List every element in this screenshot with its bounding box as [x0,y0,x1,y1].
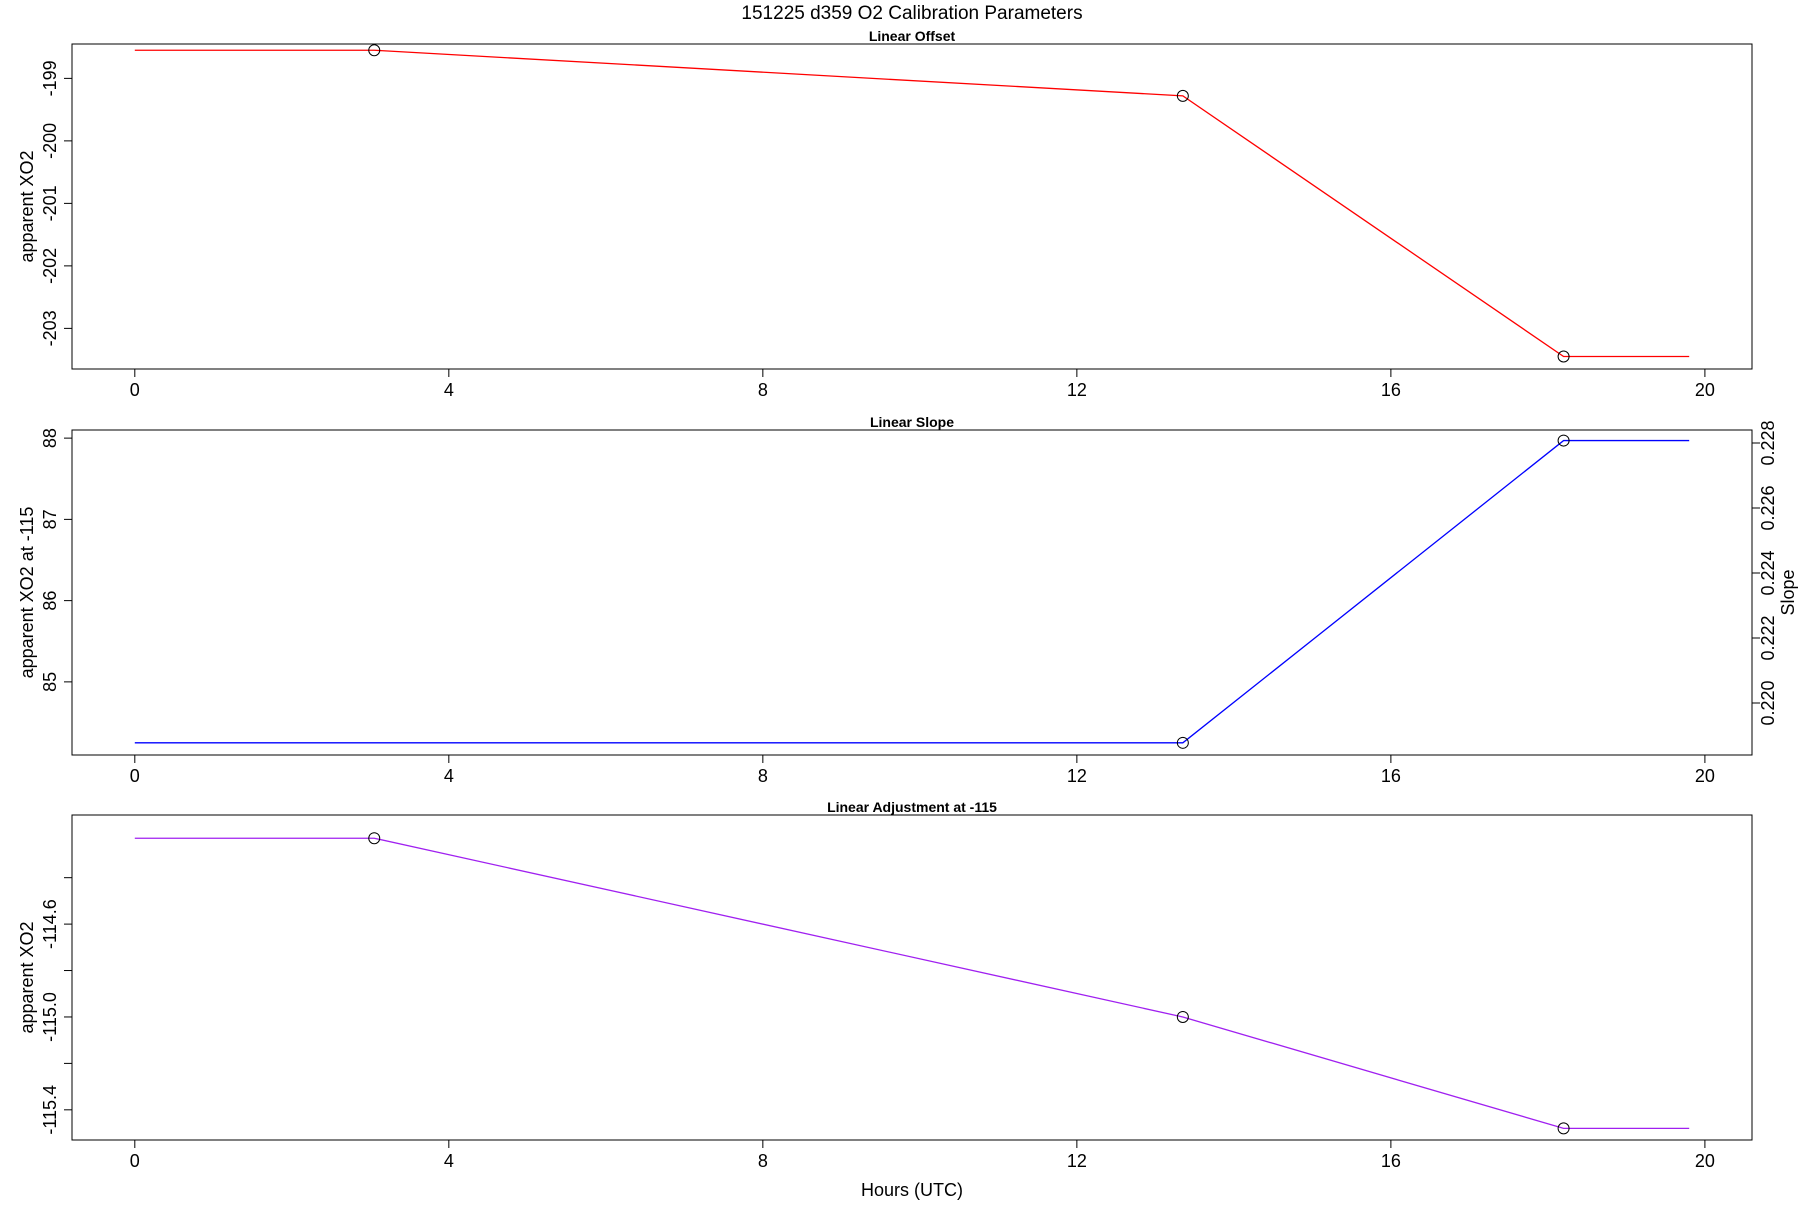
panel-slope-y-tick-label: 87 [40,509,60,529]
panel-offset-x-tick-label: 8 [758,380,768,400]
panel-adjustment-y-axis-label: apparent XO2 [17,921,37,1033]
panel-adjustment-y-tick-label: -114.6 [40,899,60,949]
panel-slope-frame [71,429,1753,756]
panel-offset-x-tick-label: 0 [130,380,140,400]
panel-slope-y-tick-label: 88 [40,428,60,448]
panel-slope-y2-axis-label: Slope [1778,569,1798,615]
panel-offset-x-tick-label: 12 [1067,380,1087,400]
panel-slope-x-tick-label: 4 [444,766,454,786]
panel-offset-x-tick-label: 4 [444,380,454,400]
panel-offset-y-tick-label: -200 [40,123,60,159]
panel-adjustment-title: Linear Adjustment at -115 [827,799,997,815]
panel-slope-y-tick-label: 85 [40,672,60,692]
panel-offset-x-tick-label: 16 [1381,380,1401,400]
panel-adjustment-data-point [1176,1010,1189,1023]
panel-slope-x-tick-label: 20 [1695,766,1715,786]
panel-adjustment-data-point [1557,1122,1570,1135]
panel-slope-x-tick-label: 8 [758,766,768,786]
panel-adjustment-data-point [368,832,381,845]
panel-offset-data-point [368,44,381,57]
panel-adjustment-x-tick-label: 0 [130,1151,140,1171]
panel-offset-x-tick-label: 20 [1695,380,1715,400]
panel-slope-data-point [1557,434,1570,447]
panel-slope-title: Linear Slope [870,414,954,430]
panel-adjustment-series-line [134,837,1690,1130]
panel-adjustment-x-tick-label: 20 [1695,1151,1715,1171]
panel-slope-series-line [134,439,1690,744]
panel-slope-data-point [1176,736,1189,749]
panel-slope-y2-tick-label: 0.220 [1758,680,1778,725]
panel-slope-y2-tick-label: 0.222 [1758,615,1778,660]
panel-offset-y-tick-label: -203 [40,310,60,346]
panel-adjustment-frame [71,814,1753,1141]
panel-slope-y2-tick-label: 0.226 [1758,485,1778,530]
panel-slope-x-tick-label: 16 [1381,766,1401,786]
x-axis-label: Hours (UTC) [861,1180,963,1200]
panel-adjustment-x-tick-label: 4 [444,1151,454,1171]
panel-offset-y-tick-label: -199 [40,60,60,96]
panel-adjustment-x-tick-label: 12 [1067,1151,1087,1171]
panel-offset-y-tick-label: -201 [40,185,60,221]
panel-slope-x-tick-label: 12 [1067,766,1087,786]
panel-adjustment-y-tick-label: -115.4 [40,1085,60,1135]
panel-offset-data-point [1176,89,1189,102]
panel-slope-y-tick-label: 86 [40,591,60,611]
panel-offset-y-tick-label: -202 [40,248,60,284]
panel-adjustment-y-tick-label: -115.0 [40,992,60,1042]
panel-slope-x-tick-label: 0 [130,766,140,786]
panel-offset-data-point [1557,350,1570,363]
panel-offset-y-axis-label: apparent XO2 [17,150,37,262]
panel-adjustment-x-tick-label: 16 [1381,1151,1401,1171]
panel-slope-y2-tick-label: 0.224 [1758,550,1778,595]
panel-offset-frame [71,43,1753,370]
panel-offset-series-line [134,49,1690,358]
panel-adjustment-x-tick-label: 8 [758,1151,768,1171]
panel-slope-y-axis-label: apparent XO2 at -115 [17,507,37,679]
panel-slope-y2-tick-label: 0.228 [1758,420,1778,465]
panel-offset-title: Linear Offset [869,28,956,44]
figure-title: 151225 d359 O2 Calibration Parameters [741,3,1082,24]
